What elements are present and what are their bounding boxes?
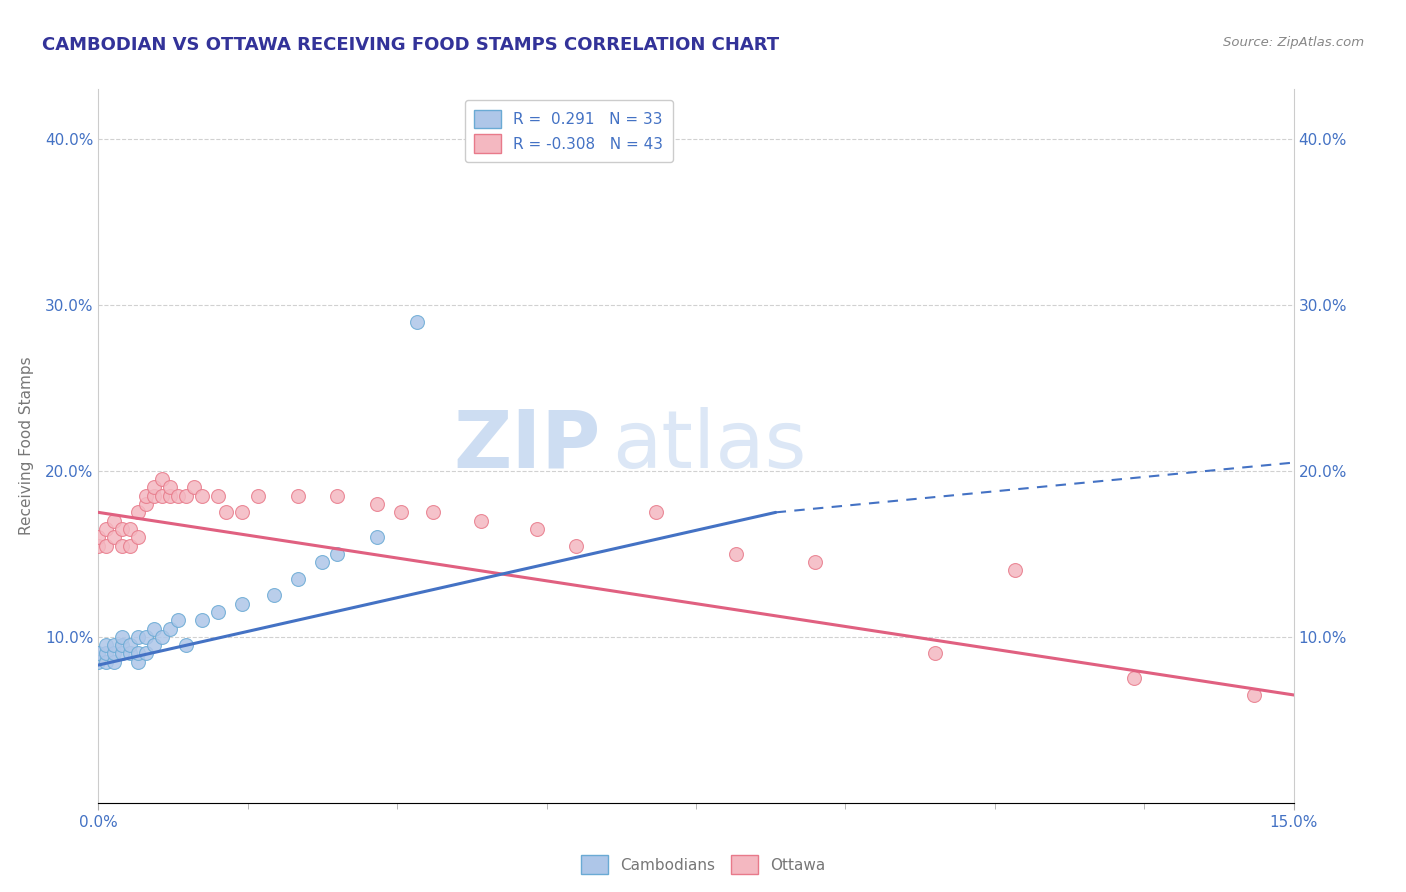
Point [111,630,134,644]
Point [96,655,118,669]
Point [111,539,134,553]
Point [804,555,827,569]
Legend: R =  0.291   N = 33, R = -0.308   N = 43: R = 0.291 N = 33, R = -0.308 N = 43 [464,101,672,162]
Point [1243,688,1265,702]
Point [1004,564,1026,578]
Point [159,489,181,503]
Point [326,547,349,561]
Point [127,655,149,669]
Point [207,605,229,619]
Point [174,638,197,652]
Legend: Cambodians, Ottawa: Cambodians, Ottawa [575,849,831,880]
Point [135,489,157,503]
Point [167,613,190,627]
Point [174,489,197,503]
Point [924,647,946,661]
Point [724,547,747,561]
Point [103,638,125,652]
Point [422,505,444,519]
Point [127,647,149,661]
Point [150,630,173,644]
Point [287,572,309,586]
Point [127,505,149,519]
Point [135,647,157,661]
Point [191,613,214,627]
Point [1123,671,1146,685]
Point [127,630,149,644]
Point [143,622,166,636]
Point [120,522,142,536]
Point [470,514,492,528]
Point [103,647,125,661]
Point [191,489,214,503]
Point [127,530,149,544]
Point [645,505,668,519]
Point [111,647,134,661]
Point [311,555,333,569]
Text: ZIP: ZIP [453,407,600,485]
Point [103,655,125,669]
Point [526,522,548,536]
Point [87,655,110,669]
Point [120,638,142,652]
Point [87,539,110,553]
Text: Source: ZipAtlas.com: Source: ZipAtlas.com [1223,36,1364,49]
Point [167,489,190,503]
Text: CAMBODIAN VS OTTAWA RECEIVING FOOD STAMPS CORRELATION CHART: CAMBODIAN VS OTTAWA RECEIVING FOOD STAMP… [42,36,779,54]
Text: atlas: atlas [613,407,807,485]
Point [159,481,181,495]
Point [111,522,134,536]
Point [287,489,309,503]
Point [159,622,181,636]
Point [231,597,253,611]
Point [103,530,125,544]
Point [103,514,125,528]
Point [87,647,110,661]
Point [215,505,238,519]
Point [87,530,110,544]
Point [150,472,173,486]
Point [406,314,429,328]
Point [150,489,173,503]
Point [143,489,166,503]
Point [143,638,166,652]
Point [96,539,118,553]
Point [135,630,157,644]
Point [96,522,118,536]
Point [366,530,388,544]
Point [120,647,142,661]
Point [96,638,118,652]
Point [263,588,285,602]
Point [143,481,166,495]
Point [565,539,588,553]
Point [135,497,157,511]
Point [111,638,134,652]
Point [389,505,412,519]
Point [183,481,205,495]
Point [96,647,118,661]
Point [231,505,253,519]
Point [366,497,388,511]
Point [120,539,142,553]
Point [207,489,229,503]
Point [246,489,269,503]
Point [326,489,349,503]
Y-axis label: Receiving Food Stamps: Receiving Food Stamps [18,357,34,535]
